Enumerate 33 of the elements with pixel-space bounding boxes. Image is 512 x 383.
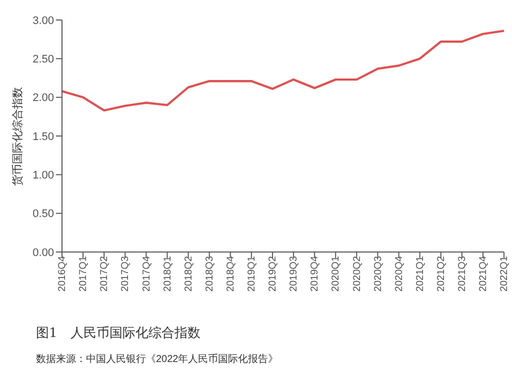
x-tick-label: 2018Q2 [183, 256, 194, 292]
line-series [60, 30, 506, 112]
y-tick-label: 3.00 [32, 14, 54, 27]
y-tick-label: 2.00 [32, 92, 54, 104]
y-tick-label: 0.00 [32, 246, 54, 259]
text: 图1 人民币国际化综合指数 [36, 325, 202, 342]
x-tick-label: 2021Q3 [457, 256, 468, 292]
x-tick-label: 2020Q1 [330, 256, 342, 292]
x-tick-label: 2018Q1 [162, 256, 174, 292]
x-tick-label: 2017Q2 [99, 256, 110, 292]
x-tick-label: 2019Q1 [246, 256, 258, 292]
x-tick-label: 2016Q4 [57, 256, 68, 292]
y-tick-label: 0.50 [32, 208, 54, 220]
x-tick-label: 2020Q2 [352, 256, 363, 292]
x-tick-label: 2019Q4 [310, 256, 321, 292]
x-tick-label: 2020Q3 [372, 256, 384, 292]
x-tick-label: 2022Q1 [499, 256, 510, 292]
y-tick-label: 1.50 [32, 130, 54, 143]
y-tick-label: 2.50 [32, 54, 54, 66]
x-tick-label: 2020Q4 [394, 256, 405, 292]
x-tick-label: 2021Q4 [478, 256, 490, 292]
x-tick-label: 2021Q2 [436, 256, 447, 292]
x-tick-label: 2018Q3 [204, 256, 216, 292]
x-tick-label: 2017Q4 [141, 256, 152, 292]
x-tick-label: 2019Q3 [288, 256, 300, 292]
x-tick-label: 2018Q4 [225, 256, 236, 292]
x-tick-label: 2021Q1 [414, 256, 426, 292]
x-tick-label: 2017Q1 [78, 256, 90, 292]
y-tick-label: 1.00 [32, 170, 54, 182]
source-note: 数据来源：中国人民银行《2022年人民币国际化报告》 [36, 352, 280, 366]
y-axis-title: 货币国际化综合指数 [10, 87, 24, 186]
x-tick-label: 2019Q2 [268, 256, 279, 292]
x-tick-label: 2017Q3 [120, 256, 132, 292]
